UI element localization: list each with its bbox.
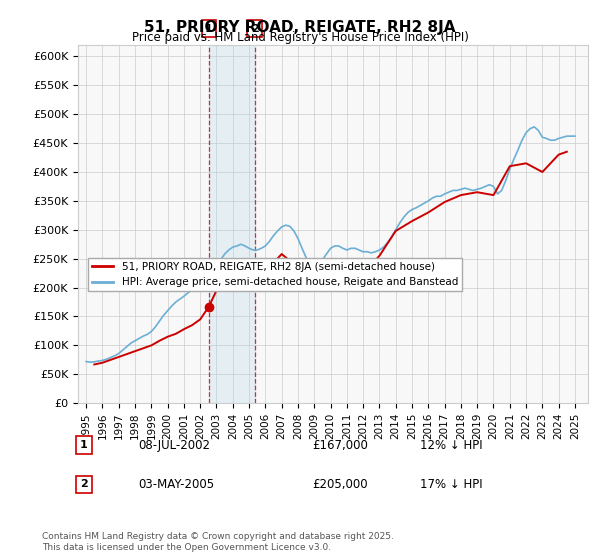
Text: 2: 2 <box>80 479 88 489</box>
Text: Price paid vs. HM Land Registry's House Price Index (HPI): Price paid vs. HM Land Registry's House … <box>131 31 469 44</box>
Text: £167,000: £167,000 <box>312 438 368 452</box>
Text: 17% ↓ HPI: 17% ↓ HPI <box>420 478 482 491</box>
Text: Contains HM Land Registry data © Crown copyright and database right 2025.
This d: Contains HM Land Registry data © Crown c… <box>42 532 394 552</box>
Text: 12% ↓ HPI: 12% ↓ HPI <box>420 438 482 452</box>
Text: £205,000: £205,000 <box>312 478 368 491</box>
Text: 1: 1 <box>205 24 213 34</box>
Text: 51, PRIORY ROAD, REIGATE, RH2 8JA: 51, PRIORY ROAD, REIGATE, RH2 8JA <box>144 20 456 35</box>
Text: 08-JUL-2002: 08-JUL-2002 <box>138 438 210 452</box>
Bar <box>209 45 254 403</box>
Legend: 51, PRIORY ROAD, REIGATE, RH2 8JA (semi-detached house), HPI: Average price, sem: 51, PRIORY ROAD, REIGATE, RH2 8JA (semi-… <box>88 258 462 291</box>
Text: 03-MAY-2005: 03-MAY-2005 <box>138 478 214 491</box>
Text: 2: 2 <box>251 24 259 34</box>
Text: 1: 1 <box>80 440 88 450</box>
